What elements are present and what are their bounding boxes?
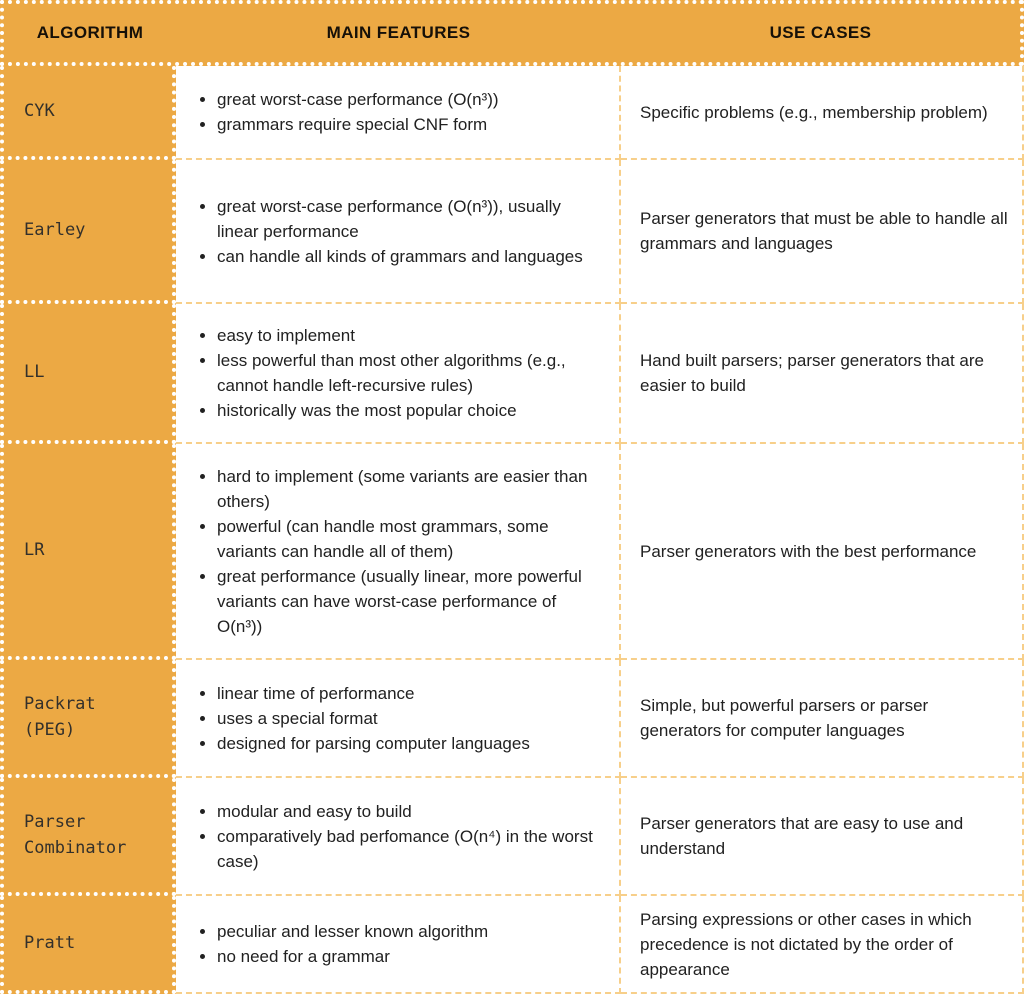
use-case-text: Simple, but powerful parsers or parser g… (640, 696, 929, 740)
use-case-cell: Parser generators with the best performa… (621, 444, 1024, 660)
feature-item: less powerful than most other algorithms… (217, 348, 603, 398)
algorithm-name: Pratt (24, 933, 76, 953)
algorithm-cell: Earley (0, 160, 176, 304)
feature-item: grammars require special CNF form (217, 112, 499, 137)
algorithm-cell: Packrat (PEG) (0, 660, 176, 778)
use-case-cell: Parser generators that are easy to use a… (621, 778, 1024, 896)
feature-item: great worst-case performance (O(n³)) (217, 87, 499, 112)
algorithm-cell: CYK (0, 66, 176, 160)
use-case-text: Parsing expressions or other cases in wh… (640, 909, 972, 979)
feature-item: designed for parsing computer languages (217, 731, 530, 756)
feature-item: great worst-case performance (O(n³)), us… (217, 194, 603, 244)
algorithm-cell: LL (0, 304, 176, 444)
main-features-cell: easy to implementless powerful than most… (176, 304, 621, 444)
algorithm-name: LR (24, 540, 45, 560)
features-list: great worst-case performance (O(n³)), us… (176, 194, 603, 269)
algorithm-cell: Parser Combinator (0, 778, 176, 896)
use-case-text: Parser generators that are easy to use a… (640, 814, 964, 858)
column-header-use-cases: USE CASES (769, 23, 872, 42)
use-case-text: Hand built parsers; parser generators th… (640, 351, 984, 395)
use-case-cell: Simple, but powerful parsers or parser g… (621, 660, 1024, 778)
column-header-main-features: MAIN FEATURES (326, 23, 471, 42)
use-case-text: Specific problems (e.g., membership prob… (640, 102, 988, 122)
feature-item: modular and easy to build (217, 799, 603, 824)
features-list: linear time of performanceuses a special… (176, 681, 530, 756)
main-features-cell: linear time of performanceuses a special… (176, 660, 621, 778)
use-case-cell: Parsing expressions or other cases in wh… (621, 896, 1024, 994)
main-features-cell: great worst-case performance (O(n³)), us… (176, 160, 621, 304)
algorithm-name: Earley (24, 220, 86, 240)
algorithm-name: Parser Combinator (24, 812, 127, 858)
main-features-cell: modular and easy to buildcomparatively b… (176, 778, 621, 896)
algorithm-cell: Pratt (0, 896, 176, 994)
feature-item: can handle all kinds of grammars and lan… (217, 244, 603, 269)
feature-item: easy to implement (217, 323, 603, 348)
features-list: easy to implementless powerful than most… (176, 323, 603, 423)
feature-item: powerful (can handle most grammars, some… (217, 514, 603, 564)
algorithm-name: CYK (24, 101, 55, 121)
use-case-text: Parser generators that must be able to h… (640, 209, 1008, 253)
feature-item: no need for a grammar (217, 944, 488, 969)
features-list: hard to implement (some variants are eas… (176, 464, 603, 639)
features-list: great worst-case performance (O(n³))gram… (176, 87, 499, 137)
feature-item: comparatively bad perfomance (O(n⁴) in t… (217, 824, 603, 874)
algorithm-name: LL (24, 362, 45, 382)
feature-item: peculiar and lesser known algorithm (217, 919, 488, 944)
features-list: peculiar and lesser known algorithmno ne… (176, 919, 488, 969)
features-list: modular and easy to buildcomparatively b… (176, 799, 603, 874)
use-case-cell: Parser generators that must be able to h… (621, 160, 1024, 304)
feature-item: historically was the most popular choice (217, 398, 603, 423)
main-features-cell: great worst-case performance (O(n³))gram… (176, 66, 621, 160)
feature-item: uses a special format (217, 706, 530, 731)
use-case-cell: Hand built parsers; parser generators th… (621, 304, 1024, 444)
feature-item: hard to implement (some variants are eas… (217, 464, 603, 514)
algorithm-name: Packrat (PEG) (24, 694, 96, 740)
algorithm-cell: LR (0, 444, 176, 660)
feature-item: linear time of performance (217, 681, 530, 706)
use-case-cell: Specific problems (e.g., membership prob… (621, 66, 1024, 160)
column-header-algorithm: ALGORITHM (36, 23, 144, 42)
table-header-row: ALGORITHM MAIN FEATURES USE CASES (0, 0, 1024, 66)
main-features-cell: peculiar and lesser known algorithmno ne… (176, 896, 621, 994)
feature-item: great performance (usually linear, more … (217, 564, 603, 639)
main-features-cell: hard to implement (some variants are eas… (176, 444, 621, 660)
use-case-text: Parser generators with the best performa… (640, 541, 977, 561)
